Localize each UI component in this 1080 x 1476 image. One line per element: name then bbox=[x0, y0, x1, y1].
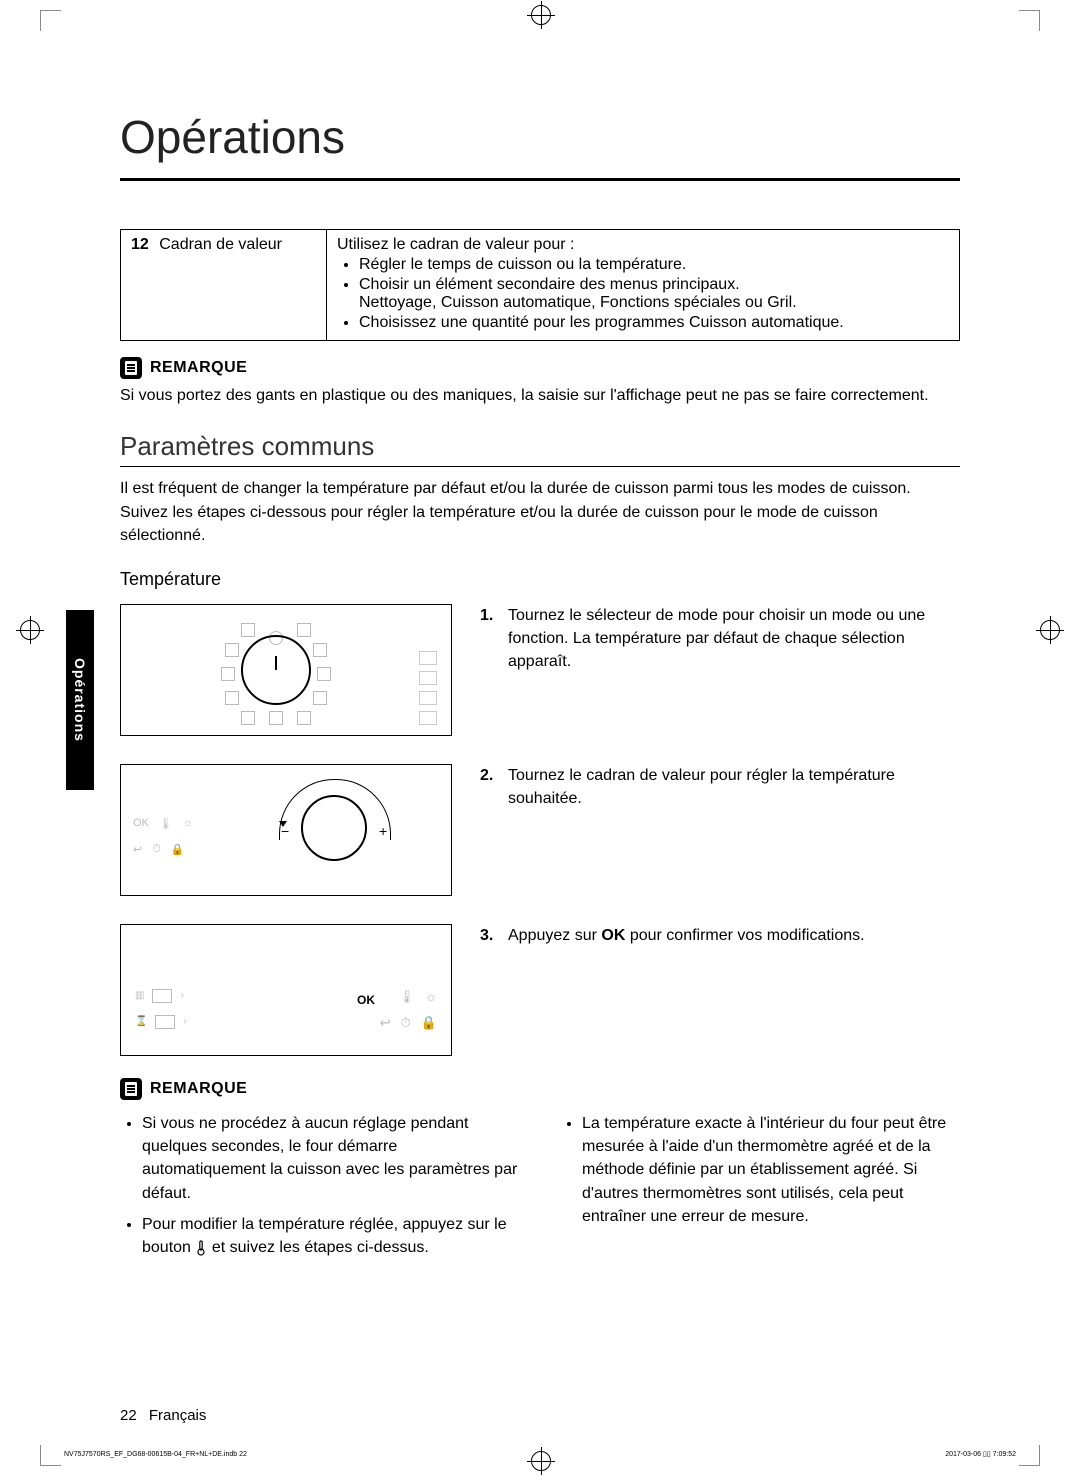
chevron-right-icon: › bbox=[183, 1016, 186, 1027]
step-number: 3. bbox=[480, 924, 498, 947]
ok-bold: OK bbox=[601, 927, 625, 944]
thermometer-icon: 🌡 bbox=[399, 989, 416, 1005]
back-icon: ↩ bbox=[133, 843, 142, 856]
lock-icon: 🔒 bbox=[171, 843, 185, 856]
step-row-3: ▥› ⌛› OK 🌡☼ ↩⏱🔒 3. Appuyez sur OK pour c… bbox=[120, 924, 960, 1056]
steps-container: 1. Tournez le sélecteur de mode pour cho… bbox=[120, 604, 960, 1056]
mode-dial-graphic bbox=[241, 635, 311, 705]
control-panel-diagram-1 bbox=[120, 604, 452, 736]
remarque-label: REMARQUE bbox=[150, 1080, 247, 1098]
list-item: Choisissez une quantité pour les program… bbox=[359, 314, 949, 332]
page-number: 22 bbox=[120, 1407, 137, 1424]
step-number: 2. bbox=[480, 764, 498, 810]
plus-icon: + bbox=[379, 823, 387, 839]
panel-icon-row: ↩ ⏱ 🔒 bbox=[133, 843, 185, 856]
list-item-subtext: Nettoyage, Cuisson automatique, Fonction… bbox=[359, 294, 949, 312]
panel-icon-row: OK 🌡 ☼ bbox=[133, 817, 193, 830]
remarque-heading: REMARQUE bbox=[120, 1078, 960, 1100]
page-content: Opérations 12 Cadran de valeur Utilisez … bbox=[120, 110, 960, 1267]
crop-mark bbox=[40, 10, 61, 31]
row-number: 12 bbox=[131, 236, 149, 253]
page-footer: 22 Français bbox=[120, 1407, 206, 1424]
notes-left-column: Si vous ne procédez à aucun réglage pend… bbox=[120, 1108, 520, 1267]
step-3-text: 3. Appuyez sur OK pour confirmer vos mod… bbox=[480, 924, 960, 947]
note-icon bbox=[120, 357, 142, 379]
table-intro: Utilisez le cadran de valeur pour : bbox=[337, 236, 949, 254]
panel-button-row: ▥› bbox=[135, 989, 184, 1003]
minus-icon: − bbox=[281, 823, 289, 839]
step-2-text: 2. Tournez le cadran de valeur pour régl… bbox=[480, 764, 960, 810]
option-icon: ▥ bbox=[135, 990, 144, 1001]
remarque-label: REMARQUE bbox=[150, 359, 247, 377]
timer-icon: ⏱ bbox=[401, 1015, 411, 1031]
panel-icon-row: 🌡☼ bbox=[399, 989, 437, 1005]
notes-right-column: La température exacte à l'intérieur du f… bbox=[560, 1108, 960, 1267]
list-item-text: Choisir un élément secondaire des menus … bbox=[359, 276, 740, 293]
timer-icon: ⏱ bbox=[152, 843, 161, 856]
control-panel-diagram-2: OK 🌡 ☼ ↩ ⏱ 🔒 − + bbox=[120, 764, 452, 896]
table-cell-desc: Utilisez le cadran de valeur pour : Régl… bbox=[327, 230, 960, 341]
remarque-text: Si vous portez des gants en plastique ou… bbox=[120, 385, 960, 407]
back-icon: ↩ bbox=[380, 1015, 391, 1031]
crop-mark bbox=[1019, 10, 1040, 31]
page-title: Opérations bbox=[120, 110, 960, 181]
step-1-text: 1. Tournez le sélecteur de mode pour cho… bbox=[480, 604, 960, 674]
subsection-heading: Température bbox=[120, 569, 960, 590]
table-row: 12 Cadran de valeur Utilisez le cadran d… bbox=[121, 230, 960, 341]
registration-mark bbox=[531, 5, 551, 25]
panel-icon-row: ↩ ⏱ 🔒 bbox=[380, 1015, 437, 1031]
section-heading: Paramètres communs bbox=[120, 431, 960, 467]
button-rect-icon bbox=[155, 1015, 175, 1029]
list-item: Pour modifier la température réglée, app… bbox=[142, 1213, 520, 1259]
registration-mark bbox=[1040, 620, 1060, 640]
step-row-1: 1. Tournez le sélecteur de mode pour cho… bbox=[120, 604, 960, 736]
row-label: Cadran de valeur bbox=[159, 236, 282, 253]
control-panel-diagram-3: ▥› ⌛› OK 🌡☼ ↩⏱🔒 bbox=[120, 924, 452, 1056]
crop-mark bbox=[1019, 1445, 1040, 1466]
registration-mark bbox=[531, 1451, 551, 1471]
step-body: Tournez le cadran de valeur pour régler … bbox=[508, 764, 960, 810]
ok-label: OK bbox=[357, 993, 375, 1007]
list-item: Si vous ne procédez à aucun réglage pend… bbox=[142, 1112, 520, 1205]
ok-icon: OK bbox=[133, 817, 149, 830]
thermometer-icon bbox=[195, 1240, 207, 1256]
light-icon: ☼ bbox=[425, 989, 437, 1005]
imprint-right: 2017-03-06 ▯▯ 7:09:52 bbox=[945, 1450, 1016, 1458]
side-tab-operations: Opérations bbox=[66, 610, 94, 790]
step-body: Appuyez sur OK pour confirmer vos modifi… bbox=[508, 924, 865, 947]
step-text-after: pour confirmer vos modifications. bbox=[625, 927, 864, 944]
step-row-2: OK 🌡 ☼ ↩ ⏱ 🔒 − + 2. Tournez le cadran de val… bbox=[120, 764, 960, 896]
chevron-right-icon: › bbox=[180, 990, 183, 1001]
panel-button-row: ⌛› bbox=[135, 1015, 187, 1029]
list-item-text-after: et suivez les étapes ci-dessus. bbox=[212, 1239, 429, 1256]
registration-mark bbox=[20, 620, 40, 640]
value-dial-table: 12 Cadran de valeur Utilisez le cadran d… bbox=[120, 229, 960, 341]
crop-mark bbox=[40, 1445, 61, 1466]
note-icon bbox=[120, 1078, 142, 1100]
page-language: Français bbox=[149, 1407, 207, 1424]
list-item: Régler le temps de cuisson ou la tempéra… bbox=[359, 256, 949, 274]
section-description: Il est fréquent de changer la températur… bbox=[120, 477, 960, 547]
thermometer-icon: 🌡 bbox=[159, 817, 173, 830]
button-rect-icon bbox=[152, 989, 172, 1003]
light-icon: ☼ bbox=[183, 817, 193, 830]
step-number: 1. bbox=[480, 604, 498, 674]
option-icon: ⌛ bbox=[135, 1016, 147, 1027]
remarque-heading: REMARQUE bbox=[120, 357, 960, 379]
value-dial-graphic bbox=[301, 795, 367, 861]
table-cell-label: 12 Cadran de valeur bbox=[121, 230, 327, 341]
panel-side-icons bbox=[419, 651, 437, 731]
lock-icon: 🔒 bbox=[421, 1015, 437, 1031]
two-column-notes: Si vous ne procédez à aucun réglage pend… bbox=[120, 1108, 960, 1267]
table-bullet-list: Régler le temps de cuisson ou la tempéra… bbox=[337, 256, 949, 332]
step-text-before: Appuyez sur bbox=[508, 927, 601, 944]
list-item: La température exacte à l'intérieur du f… bbox=[582, 1112, 960, 1228]
step-body: Tournez le sélecteur de mode pour choisi… bbox=[508, 604, 960, 674]
list-item: Choisir un élément secondaire des menus … bbox=[359, 276, 949, 312]
imprint-left: NV75J7570RS_EF_DG68-00615B-04_FR+NL+DE.i… bbox=[64, 1451, 247, 1458]
